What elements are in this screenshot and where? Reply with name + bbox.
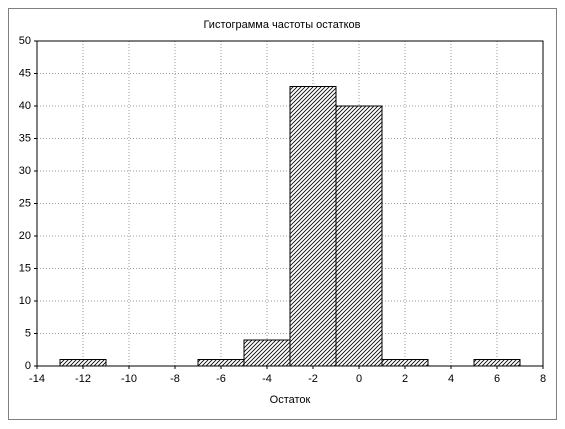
x-tick-label: 2 [402, 373, 408, 385]
bar [473, 359, 521, 367]
y-tick-label: 35 [19, 132, 31, 144]
bar [335, 105, 383, 367]
chart-title: Гистограмма частоты остатков [203, 19, 360, 31]
x-tick-label: -12 [75, 373, 91, 385]
x-tick-label: -2 [308, 373, 318, 385]
bar [59, 359, 107, 367]
x-tick-label: -10 [121, 373, 137, 385]
x-tick-label: -4 [262, 373, 272, 385]
y-tick-label: 45 [19, 67, 31, 79]
y-tick-label: 15 [19, 262, 31, 274]
bar [243, 339, 291, 367]
y-tick-label: 25 [19, 197, 31, 209]
y-tick-label: 50 [19, 35, 31, 47]
y-tick-label: 40 [19, 100, 31, 112]
x-tick-label: 8 [540, 373, 546, 385]
y-tick-label: 10 [19, 295, 31, 307]
x-axis-label: Остаток [270, 394, 311, 406]
x-tick-label: 4 [448, 373, 454, 385]
y-tick-label: 5 [25, 327, 31, 339]
x-tick-label: 6 [494, 373, 500, 385]
bar [381, 359, 429, 367]
y-tick-label: 0 [25, 360, 31, 372]
x-tick-label: -6 [216, 373, 226, 385]
x-tick-label: 0 [356, 373, 362, 385]
bar [289, 86, 337, 367]
bar [197, 359, 245, 367]
y-tick-label: 20 [19, 230, 31, 242]
y-tick-label: 30 [19, 165, 31, 177]
x-tick-label: -8 [170, 373, 180, 385]
x-tick-label: -14 [29, 373, 45, 385]
